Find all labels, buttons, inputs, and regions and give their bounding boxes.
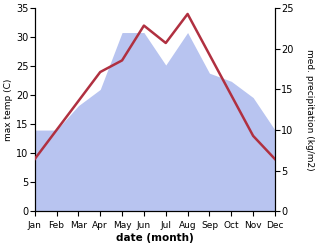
- X-axis label: date (month): date (month): [116, 233, 194, 243]
- Y-axis label: med. precipitation (kg/m2): med. precipitation (kg/m2): [305, 49, 314, 171]
- Y-axis label: max temp (C): max temp (C): [4, 79, 13, 141]
